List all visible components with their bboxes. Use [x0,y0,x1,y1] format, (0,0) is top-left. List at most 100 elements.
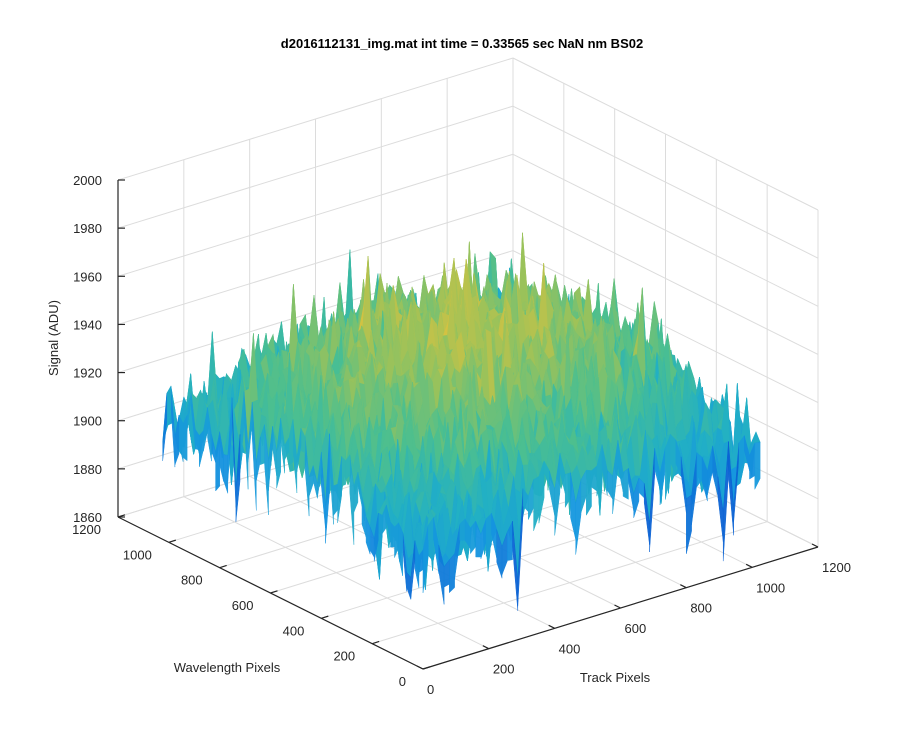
surface-edge-patch [433,517,440,574]
surface-edge-patch [622,467,629,500]
surface-edge-patch [333,483,338,517]
back-wall-grid-line [117,57,514,181]
x-tick-label: 1000 [756,580,785,595]
surface-edge-patch [485,512,492,557]
surface-edge-patch [337,456,342,523]
y-axis-ticks: 0 200 400 600 800 1000 1200 [72,514,431,689]
x-tick-label: 800 [690,601,712,616]
surface-edge-patch [207,407,212,462]
side-wall-grid-line [512,57,819,211]
y-tick-label: 0 [399,674,406,689]
surface-edge-patch [575,479,582,555]
y-tick-mark [219,564,227,569]
chart-title: d2016112131_img.mat int time = 0.33565 s… [281,36,643,51]
surface-edge-patch [512,521,519,611]
surface-edge-patch [517,488,524,607]
surface-edge-patch [394,522,399,558]
back-wall-grid-line [117,153,514,277]
z-tick-label: 1860 [73,510,102,525]
surface-edge-patch [398,522,403,577]
surface-edge-patch [223,454,229,494]
x-tick-label: 600 [625,621,647,636]
surface-edge-patch [738,435,745,472]
y-tick-label: 200 [333,649,355,664]
surface-edge-patch [288,419,294,467]
surface-edge-patch [365,517,371,555]
surface-edge-patch [496,529,503,579]
surface-edge-patch [728,441,734,536]
z-tick-label: 1980 [73,221,102,236]
surface-edge-patch [601,444,608,496]
x-axis-ticks: 0 200 400 600 800 1000 1200 [416,543,851,697]
surface-edge-patch [686,494,692,554]
surface-edge-patch [754,441,761,490]
z-tick-label: 1960 [73,269,102,284]
x-tick-label: 0 [427,682,434,697]
x-tick-mark [745,563,753,568]
z-tick-label: 1900 [73,414,102,429]
surface-edge-patch [633,477,640,518]
surface-edge-patch [190,392,196,449]
surface-edge-patch [596,444,603,497]
side-wall-grid-line [512,250,819,404]
surface-edge-patch [260,424,265,466]
back-wall-grid-line [117,105,514,229]
surface-edge-patch [406,571,412,600]
surface-edge-patch [276,418,281,489]
surface-edge-patch [251,402,257,511]
surface-edge-patch [341,455,346,487]
z-tick-label: 1920 [73,366,102,381]
surface-edge-patch [361,496,367,538]
y-tick-label: 1200 [72,522,101,537]
surface-edge-patch [317,451,322,499]
surface-edge-patch [438,545,445,605]
surface-edge-patch [449,553,455,594]
x-tick-mark [416,665,424,670]
floor-grid-line [372,521,768,645]
side-wall-grid-line [512,105,819,259]
x-tick-label: 1200 [822,560,851,575]
surface-edge-patch [591,465,598,492]
surface-edge-patch [300,428,306,454]
z-axis-ticks: 1860 1880 1900 1920 1940 1960 1980 2000 [73,173,125,525]
surface-edge-patch [215,431,220,492]
surface-edge-patch [454,523,461,580]
z-tick-label: 2000 [73,173,102,188]
y-tick-label: 800 [181,573,203,588]
surface-edge-patch [414,540,420,588]
x-tick-label: 200 [493,662,515,677]
surface-edge-patch [586,469,592,517]
x-tick-mark [548,624,555,629]
side-wall-grid-line [512,201,819,355]
surface-edge-patch [178,414,184,462]
z-tick-label: 1880 [73,462,102,477]
y-tick-mark [168,539,177,543]
surface-edge-patch [554,452,561,536]
surface-plot [162,232,761,611]
surface-edge-patch [410,540,416,600]
surface-edge-patch [304,436,310,517]
x-axis-label: Track Pixels [580,670,651,685]
surface-edge-patch [422,524,429,593]
x-tick-label: 400 [559,641,581,656]
y-tick-label: 400 [283,623,305,638]
surface-edge-patch [538,460,545,524]
surface-edge-patch [203,407,208,452]
x-tick-mark [482,645,490,650]
surface-edge-patch [649,448,655,553]
surface-edge-patch [507,521,513,561]
y-tick-mark [117,514,126,518]
surface-edge-patch [199,430,204,467]
surface-edge-patch [235,434,241,522]
side-wall-grid-line [512,153,819,307]
y-tick-mark [422,666,431,670]
surface-edge-patch [390,521,395,548]
z-tick-label: 1940 [73,317,102,332]
surface-edge-patch [349,454,355,545]
surface-edge-patch [373,512,379,562]
surface-edge-patch [182,415,188,462]
y-tick-mark [321,615,329,619]
surface-edge-patch [325,433,330,544]
surface-edge-patch [321,451,326,529]
